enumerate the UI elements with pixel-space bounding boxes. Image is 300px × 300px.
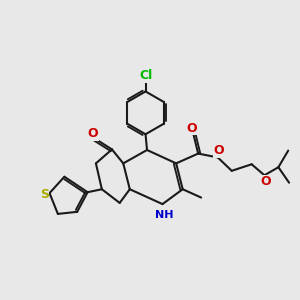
Text: O: O — [261, 175, 271, 188]
Text: O: O — [186, 122, 197, 135]
Text: O: O — [213, 144, 224, 158]
Text: Cl: Cl — [139, 70, 152, 83]
Text: S: S — [40, 188, 49, 201]
Text: O: O — [87, 127, 98, 140]
Text: NH: NH — [155, 210, 173, 220]
